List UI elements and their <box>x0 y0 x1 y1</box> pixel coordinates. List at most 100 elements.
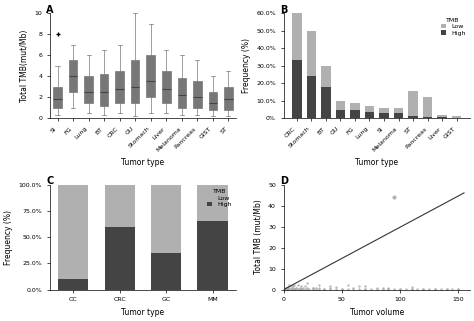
Bar <box>292 60 301 118</box>
Bar <box>321 87 330 118</box>
Bar <box>350 103 360 110</box>
Point <box>443 286 450 291</box>
Point <box>286 285 293 290</box>
Point <box>284 284 292 290</box>
Point <box>414 286 421 291</box>
Point <box>315 286 322 291</box>
Point <box>384 285 392 290</box>
Bar <box>307 76 316 118</box>
Point <box>396 286 404 291</box>
Point <box>448 286 456 291</box>
Point <box>282 285 290 291</box>
Point <box>402 286 410 291</box>
Point <box>309 285 317 290</box>
Point <box>292 285 300 290</box>
Bar <box>452 116 461 118</box>
PathPatch shape <box>116 71 124 102</box>
Point <box>332 284 340 290</box>
Y-axis label: Total TMB (mut/Mb): Total TMB (mut/Mb) <box>254 200 263 274</box>
Bar <box>394 108 403 113</box>
Point <box>379 285 386 290</box>
PathPatch shape <box>224 87 233 110</box>
Point <box>287 284 294 289</box>
Bar <box>394 113 403 118</box>
Bar <box>58 185 89 279</box>
Point <box>289 284 297 289</box>
Point <box>320 286 328 291</box>
Point <box>309 286 317 291</box>
Point <box>287 286 294 291</box>
Bar <box>292 13 301 60</box>
X-axis label: Tumor volume: Tumor volume <box>350 308 404 317</box>
Y-axis label: Frequency (%): Frequency (%) <box>242 38 251 93</box>
Point <box>296 285 304 290</box>
Point <box>289 285 297 290</box>
Point <box>419 286 427 291</box>
Point <box>320 286 328 291</box>
Point <box>303 281 310 286</box>
PathPatch shape <box>146 55 155 97</box>
Point <box>443 286 450 291</box>
Point <box>379 286 386 291</box>
Point <box>327 286 334 291</box>
Bar <box>438 115 447 117</box>
Bar <box>151 185 181 253</box>
Point <box>327 285 334 290</box>
Point <box>384 286 392 291</box>
PathPatch shape <box>162 71 171 102</box>
Point <box>350 285 357 290</box>
Point <box>384 286 392 291</box>
Bar <box>105 185 135 227</box>
Point <box>286 286 293 291</box>
Y-axis label: Total TMB(mut/Mb): Total TMB(mut/Mb) <box>20 30 29 102</box>
Point <box>408 284 415 290</box>
Point <box>294 283 301 288</box>
Point <box>283 285 291 290</box>
PathPatch shape <box>84 76 93 102</box>
Bar <box>198 221 228 290</box>
Point <box>455 286 462 291</box>
Bar <box>151 253 181 290</box>
Point <box>297 284 305 289</box>
Point <box>373 285 381 290</box>
Bar <box>438 117 447 118</box>
PathPatch shape <box>69 60 77 92</box>
Bar <box>336 101 345 109</box>
Y-axis label: Frequency (%): Frequency (%) <box>4 210 13 265</box>
Point <box>312 285 320 290</box>
Point <box>292 285 300 290</box>
Point <box>431 286 439 291</box>
PathPatch shape <box>177 78 186 108</box>
Point <box>281 286 289 291</box>
Bar <box>379 108 389 113</box>
Bar <box>105 227 135 290</box>
Point <box>303 285 310 290</box>
Point <box>286 283 293 288</box>
Point <box>290 286 298 291</box>
Text: C: C <box>46 176 54 186</box>
Point <box>282 286 290 291</box>
Bar <box>365 106 374 112</box>
Point <box>283 286 291 291</box>
Bar <box>321 66 330 87</box>
Bar <box>336 109 345 118</box>
Point <box>431 286 439 291</box>
Point <box>455 286 462 291</box>
Point <box>297 286 305 291</box>
Point <box>425 286 433 291</box>
Point <box>300 285 307 290</box>
PathPatch shape <box>193 82 201 108</box>
Text: B: B <box>280 5 287 15</box>
PathPatch shape <box>100 74 109 106</box>
Point <box>284 286 292 291</box>
Bar <box>58 279 89 290</box>
Point <box>361 284 369 289</box>
Point <box>338 286 346 291</box>
Text: D: D <box>280 176 288 186</box>
Point <box>391 286 398 291</box>
Point <box>309 285 317 290</box>
PathPatch shape <box>209 92 217 110</box>
Point <box>301 286 309 291</box>
Point <box>361 286 369 291</box>
Point <box>356 284 363 289</box>
